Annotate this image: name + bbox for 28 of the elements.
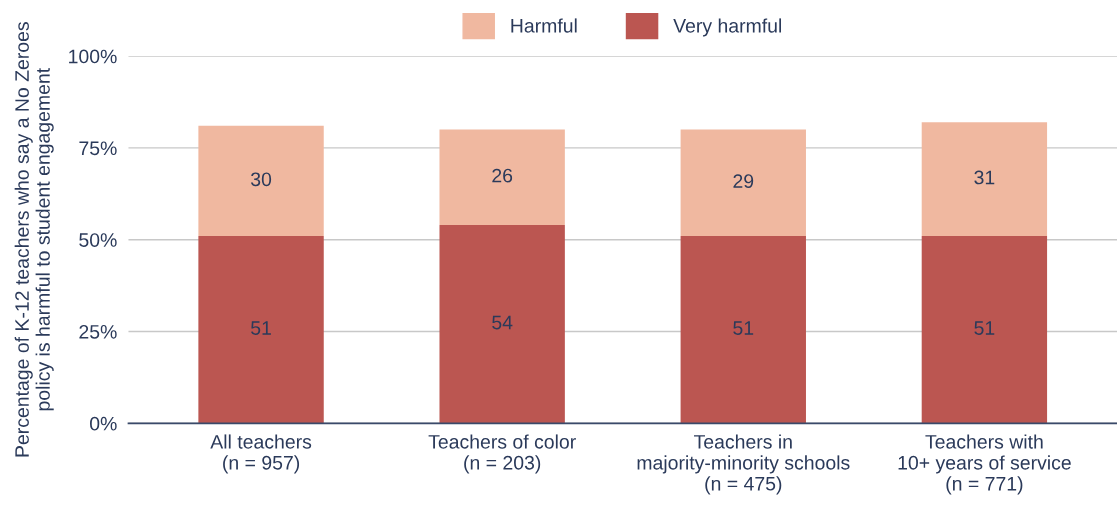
data-label: 26 [492, 168, 513, 183]
bar [439, 225, 565, 424]
data-label: 51 [974, 321, 995, 335]
x-tick-label: Teachers with 10+ years of service (n = 771) [898, 434, 1071, 495]
data-label: 30 [250, 172, 272, 187]
x-tick-label: Teachers in majority-minority schools (n = 475) [637, 434, 850, 495]
y-tick-label: 25% [79, 324, 117, 339]
bar [198, 236, 324, 424]
data-label: 29 [733, 174, 754, 188]
bar [680, 129, 806, 237]
data-label: 54 [492, 315, 513, 330]
bar [921, 122, 1048, 237]
y-tick-label: 50% [79, 233, 117, 247]
y-tick-label: 100% [69, 49, 117, 64]
bar [198, 125, 324, 237]
bar [921, 236, 1048, 424]
bar [439, 129, 565, 226]
y-tick-label: 0% [90, 416, 117, 431]
x-tick-label: All teachers (n = 957) [210, 434, 312, 474]
y-axis-title: Percentage of K-12 teachers who say a No Zeroes policy is harmful to student engagement [14, 22, 54, 457]
data-label: 51 [251, 321, 271, 335]
legend-label: Harmful [511, 18, 577, 33]
bar [680, 236, 806, 424]
data-label: 51 [733, 321, 754, 335]
x-tick-label: Teachers of color (n = 203) [428, 434, 576, 474]
data-label: 31 [974, 170, 995, 185]
y-tick-label: 75% [79, 141, 117, 156]
legend-label: Very harmful [673, 18, 782, 37]
